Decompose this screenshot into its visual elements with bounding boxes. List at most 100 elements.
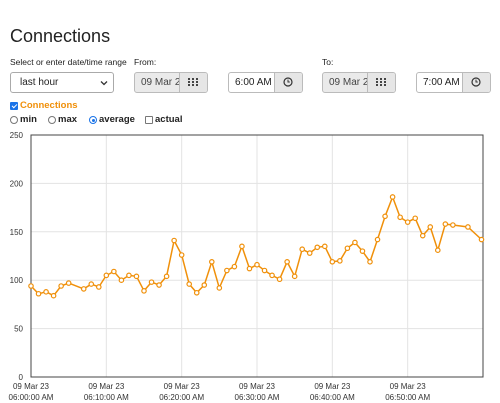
x-tick-label: 06:20:00 AM (159, 393, 204, 402)
data-point (80, 286, 87, 292)
data-point (269, 272, 275, 279)
data-point (359, 248, 366, 254)
to-label: To: (322, 57, 334, 67)
y-tick-label: 100 (10, 276, 24, 285)
actual-label: actual (155, 114, 183, 125)
data-point (306, 250, 313, 256)
data-point (246, 265, 253, 272)
from-date-value: 09 Mar 2 (141, 77, 181, 88)
x-tick-label: 06:50:00 AM (385, 393, 430, 402)
x-tick-label: 06:40:00 AM (310, 393, 355, 402)
data-point (88, 281, 95, 287)
data-point (178, 252, 185, 258)
data-point (141, 288, 147, 294)
plot-frame (30, 134, 484, 378)
data-point (404, 219, 411, 225)
calendar-icon (376, 78, 386, 86)
x-tick-label: 09 Mar 23 (314, 382, 351, 391)
x-tick-label: 09 Mar 23 (239, 382, 276, 391)
data-point (43, 289, 49, 295)
data-point (367, 259, 373, 265)
data-point (299, 246, 306, 253)
data-point (412, 215, 419, 222)
data-point (291, 273, 298, 280)
data-point (216, 285, 223, 291)
data-point (465, 224, 471, 230)
x-tick-label: 09 Mar 23 (88, 382, 125, 391)
from-calendar-button[interactable] (179, 73, 207, 92)
x-tick-label: 06:10:00 AM (84, 393, 129, 402)
min-label: min (20, 114, 37, 125)
clock-icon (283, 77, 293, 87)
range-select[interactable]: last hour (10, 72, 114, 93)
data-point (254, 261, 260, 268)
from-time-field[interactable]: 6:00 AM (228, 72, 303, 93)
data-point (382, 213, 388, 220)
to-date-field[interactable]: 09 Mar 2 (322, 72, 396, 93)
data-point (209, 259, 215, 265)
max-radio[interactable] (48, 116, 56, 124)
data-point (231, 263, 238, 270)
from-label: From: (134, 57, 157, 67)
data-point (156, 282, 162, 288)
y-tick-label: 250 (10, 131, 24, 140)
data-point (35, 290, 42, 297)
data-point (374, 236, 381, 243)
y-tick-label: 150 (10, 228, 24, 237)
data-point (148, 279, 155, 285)
from-clock-button[interactable] (274, 73, 302, 92)
data-point (389, 194, 396, 200)
average-radio[interactable] (89, 116, 97, 124)
connections-label: Connections (20, 100, 78, 111)
data-point (450, 222, 456, 228)
y-tick-label: 200 (10, 179, 24, 188)
to-time-field[interactable]: 7:00 AM (416, 72, 491, 93)
actual-checkbox[interactable] (145, 116, 153, 124)
data-point (28, 283, 34, 289)
range-select-value: last hour (20, 77, 59, 88)
max-label: max (58, 114, 78, 125)
x-tick-label: 06:30:00 AM (235, 393, 280, 402)
data-point (261, 267, 268, 274)
data-point (193, 289, 200, 296)
to-clock-button[interactable] (462, 73, 490, 92)
data-point (171, 237, 177, 244)
data-point (276, 276, 283, 283)
data-point (329, 259, 336, 265)
data-point (284, 259, 290, 265)
data-point (65, 280, 72, 286)
data-point (397, 214, 403, 221)
calendar-icon (188, 78, 198, 86)
range-label: Select or enter date/time range (10, 57, 127, 67)
x-tick-label: 09 Mar 23 (164, 382, 201, 391)
connections-chart: 0 50 100 150 200 250 09 Mar 23 06:00:00 AM 09 Ma… (0, 128, 500, 403)
data-point (163, 273, 170, 280)
data-point (434, 247, 441, 253)
x-tick-label: 09 Mar 23 (13, 382, 50, 391)
data-point (419, 232, 426, 239)
from-time-value: 6:00 AM (235, 77, 272, 88)
data-point (118, 277, 125, 284)
data-point (352, 239, 358, 246)
data-point (239, 243, 245, 250)
data-point (111, 268, 117, 275)
data-point (186, 281, 193, 287)
data-point (321, 243, 328, 250)
chart-background (0, 128, 500, 403)
data-point (337, 258, 343, 264)
data-point (442, 221, 449, 227)
chevron-down-icon (100, 81, 108, 86)
x-tick-label: 06:00:00 AM (9, 393, 54, 402)
data-point (201, 282, 208, 288)
x-tick-label: 09 Mar 23 (390, 382, 427, 391)
data-point (224, 267, 230, 274)
to-calendar-button[interactable] (367, 73, 395, 92)
data-point (427, 224, 434, 230)
connections-checkbox[interactable] (10, 102, 18, 110)
from-date-field[interactable]: 09 Mar 2 (134, 72, 208, 93)
data-point (478, 236, 485, 243)
y-tick-label: 0 (19, 373, 24, 382)
to-date-value: 09 Mar 2 (329, 77, 369, 88)
min-radio[interactable] (10, 116, 18, 124)
clock-icon (471, 77, 481, 87)
